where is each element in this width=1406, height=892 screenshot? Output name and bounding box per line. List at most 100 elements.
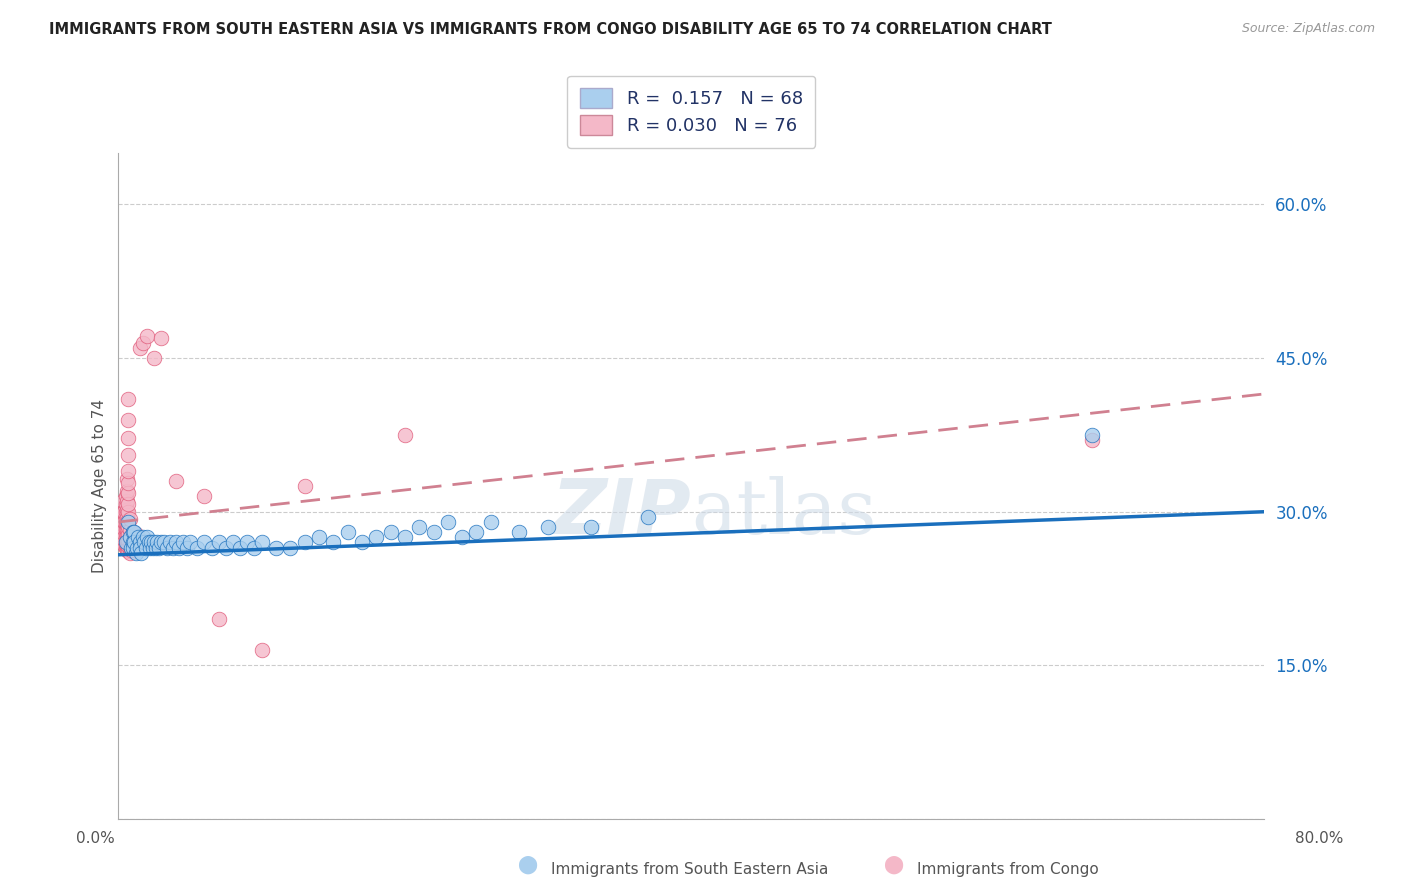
Text: ⬤: ⬤ (517, 855, 537, 874)
Point (115, 484, 138, 499)
Point (150, 535, 173, 549)
Text: IMMIGRANTS FROM SOUTH EASTERN ASIA VS IMMIGRANTS FROM CONGO DISABILITY AGE 65 TO: IMMIGRANTS FROM SOUTH EASTERN ASIA VS IM… (49, 22, 1052, 37)
Point (380, 525, 402, 540)
Point (129, 541, 152, 555)
Point (143, 351, 166, 365)
Point (122, 535, 145, 549)
Point (117, 513, 139, 527)
Point (117, 520, 139, 534)
Point (115, 533, 138, 548)
Point (112, 515, 135, 529)
Point (1081, 428, 1104, 442)
Point (278, 541, 301, 555)
Point (114, 527, 136, 541)
Point (117, 505, 139, 519)
Point (135, 541, 157, 555)
Point (115, 502, 138, 516)
Text: ⬤: ⬤ (883, 855, 903, 874)
Point (637, 509, 659, 524)
Point (111, 505, 134, 519)
Point (159, 535, 181, 549)
Point (112, 505, 135, 519)
Point (117, 543, 139, 558)
Point (125, 541, 148, 555)
Point (408, 520, 430, 534)
Point (120, 541, 142, 555)
Point (156, 541, 179, 555)
Point (118, 512, 141, 526)
Text: Source: ZipAtlas.com: Source: ZipAtlas.com (1241, 22, 1375, 36)
Point (167, 541, 190, 555)
Point (121, 541, 143, 555)
Point (186, 541, 208, 555)
Point (117, 486, 139, 500)
Point (437, 515, 460, 529)
Point (165, 535, 187, 549)
Text: Immigrants from Congo: Immigrants from Congo (917, 863, 1098, 877)
Point (131, 546, 153, 560)
Point (179, 535, 201, 549)
Point (115, 542, 138, 557)
Point (479, 515, 502, 529)
Point (165, 474, 187, 488)
Point (124, 527, 146, 541)
Point (115, 472, 138, 486)
Point (114, 516, 136, 531)
Point (294, 535, 316, 549)
Point (117, 533, 139, 548)
Point (336, 525, 359, 540)
Point (208, 535, 231, 549)
Point (215, 541, 238, 555)
Point (117, 464, 139, 478)
Point (121, 525, 143, 540)
Legend: R =  0.157   N = 68, R = 0.030   N = 76: R = 0.157 N = 68, R = 0.030 N = 76 (567, 76, 815, 148)
Point (150, 330, 173, 344)
Point (114, 533, 136, 548)
Point (465, 525, 488, 540)
Point (110, 515, 132, 529)
Point (200, 541, 222, 555)
Point (229, 541, 252, 555)
Point (112, 537, 135, 551)
Point (264, 541, 287, 555)
Point (141, 535, 163, 549)
Point (120, 530, 142, 544)
Point (146, 535, 169, 549)
Point (114, 505, 136, 519)
Point (114, 541, 136, 555)
Point (579, 520, 602, 534)
Point (110, 530, 132, 544)
Point (136, 328, 159, 343)
Point (142, 541, 165, 555)
Point (250, 643, 273, 657)
Text: 80.0%: 80.0% (1295, 831, 1343, 846)
Point (250, 535, 273, 549)
Point (451, 530, 474, 544)
Point (114, 537, 136, 551)
Point (115, 509, 138, 524)
Point (394, 530, 416, 544)
Point (366, 530, 388, 544)
Point (117, 449, 139, 463)
Point (1081, 433, 1104, 447)
Point (114, 522, 136, 536)
Point (508, 525, 530, 540)
Point (111, 535, 134, 549)
Point (117, 527, 139, 541)
Point (145, 541, 167, 555)
Point (114, 535, 136, 549)
Point (422, 525, 444, 540)
Point (139, 541, 162, 555)
Point (121, 535, 143, 549)
Point (134, 535, 156, 549)
Point (132, 530, 155, 544)
Point (124, 546, 146, 560)
Point (243, 541, 266, 555)
Point (121, 541, 143, 555)
Point (112, 522, 135, 536)
Point (114, 497, 136, 511)
Point (117, 476, 139, 491)
Point (176, 541, 198, 555)
Point (129, 341, 152, 355)
Point (172, 535, 194, 549)
